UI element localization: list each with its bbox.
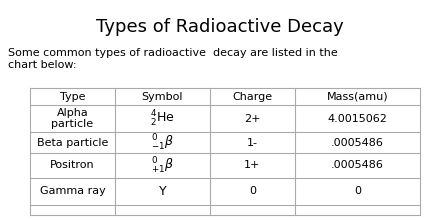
Text: $^0_{-1}\beta$: $^0_{-1}\beta$ [151, 132, 174, 152]
Text: Gamma ray: Gamma ray [40, 187, 105, 196]
Text: .0005486: .0005486 [331, 161, 384, 170]
Text: .0005486: .0005486 [331, 138, 384, 147]
Text: 1-: 1- [247, 138, 258, 147]
Text: Charge: Charge [232, 92, 272, 101]
Text: $^0_{+1}\beta$: $^0_{+1}\beta$ [151, 156, 174, 176]
Text: Positron: Positron [50, 161, 95, 170]
Text: $^4_2\mathrm{He}$: $^4_2\mathrm{He}$ [150, 108, 175, 128]
Text: 0: 0 [354, 187, 361, 196]
Text: Some common types of radioactive  decay are listed in the
chart below:: Some common types of radioactive decay a… [8, 48, 338, 70]
Text: Beta particle: Beta particle [37, 138, 108, 147]
Text: 2+: 2+ [244, 114, 261, 123]
Text: Mass(amu): Mass(amu) [326, 92, 389, 101]
Text: Type: Type [60, 92, 85, 101]
Text: 0: 0 [249, 187, 256, 196]
Text: Symbol: Symbol [142, 92, 183, 101]
Text: $\Upsilon$: $\Upsilon$ [158, 185, 167, 198]
Text: 4.0015062: 4.0015062 [327, 114, 388, 123]
Text: 1+: 1+ [244, 161, 260, 170]
Text: Types of Radioactive Decay: Types of Radioactive Decay [96, 18, 344, 36]
Text: Alpha
particle: Alpha particle [51, 108, 94, 129]
